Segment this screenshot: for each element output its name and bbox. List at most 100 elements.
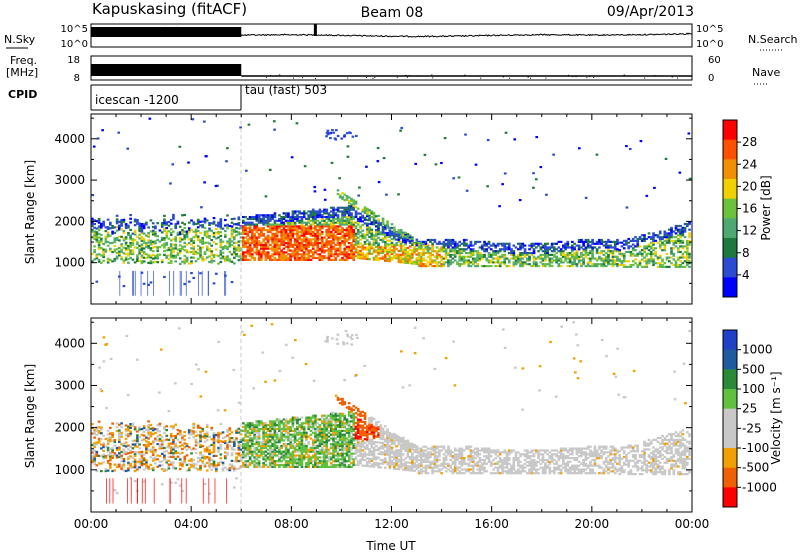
heatmap-cell [210,462,214,466]
heatmap-cell [127,467,130,470]
heatmap-cell [298,242,301,245]
heatmap-cell [145,242,148,245]
heatmap-cell [679,245,682,248]
heatmap-cell [300,225,304,228]
heatmap-cell [269,225,272,228]
heatmap-cell [656,258,660,261]
heatmap-cell [291,422,295,425]
heatmap-cell [368,222,371,225]
heatmap-cell [136,445,139,448]
heatmap-cell [311,247,315,250]
heatmap-cell [309,240,313,243]
heatmap-cell [129,236,132,239]
heatmap-cell [677,224,680,228]
heatmap-cell [278,251,281,254]
heatmap-cell [388,249,392,252]
heatmap-cell [260,230,263,234]
heatmap-cell [280,238,283,241]
heatmap-cell [305,245,308,248]
heatmap-cell [118,437,121,440]
heatmap-cell [169,248,173,251]
heatmap-cell [309,433,313,436]
heatmap-cell [307,465,311,468]
heatmap-cell [233,439,236,442]
heatmap-cell [494,265,498,268]
heatmap-cell [113,444,117,447]
heatmap-cell [519,265,522,268]
heatmap-cell [375,255,378,258]
heatmap-cell [582,259,585,262]
heatmap-cell [257,462,261,465]
heatmap-cell [302,238,306,241]
heatmap-cell [115,492,119,495]
heatmap-cell [115,220,119,223]
heatmap-cell [291,249,295,252]
heatmap-cell [183,254,187,257]
heatmap-cell [609,246,613,249]
heatmap-cell [343,199,347,202]
ground-scatter-streak [185,270,187,296]
heatmap-cell [93,223,96,226]
heatmap-cell [251,249,254,252]
heatmap-cell [600,242,603,245]
heatmap-cell [352,229,356,232]
heatmap-cell [363,248,367,251]
heatmap-cell [393,255,396,258]
heatmap-cell [287,426,290,429]
heatmap-cell [639,140,643,143]
heatmap-cell [465,244,468,247]
heatmap-cell [136,451,139,454]
heatmap-cell [661,241,664,244]
heatmap-cell [613,248,617,251]
heatmap-cell [142,444,146,447]
heatmap-cell [305,227,308,230]
heatmap-cell [302,236,306,239]
heatmap-cell [359,253,362,256]
heatmap-cell [113,463,117,466]
heatmap-cell [480,253,484,256]
heatmap-cell [266,465,270,468]
heatmap-cell [298,225,301,228]
heatmap-cell [370,212,374,215]
heatmap-cell [194,232,198,235]
heatmap-cell [318,242,322,245]
heatmap-cell [178,430,182,433]
heatmap-cell [336,255,340,258]
heatmap-cell [444,255,448,258]
heatmap-cell [282,456,286,459]
heatmap-cell [242,454,245,457]
heatmap-cell [212,259,216,262]
heatmap-cell [253,227,256,230]
heatmap-cell [129,251,132,254]
heatmap-cell [406,247,410,250]
heatmap-cell [422,252,425,255]
heatmap-cell [215,228,218,231]
heatmap-cell [530,246,534,249]
heatmap-cell [670,249,673,252]
heatmap-cell [210,252,214,255]
heatmap-cell [210,259,214,262]
heatmap-cell [127,435,130,438]
power-colorbar-label: Power [dB] [759,175,773,240]
heatmap-cell [142,256,146,259]
heatmap-cell [449,248,452,251]
heatmap-cell [244,431,247,434]
heatmap-cell [539,261,543,264]
heatmap-cell [172,467,175,470]
heatmap-cell [408,258,412,261]
heatmap-cell [424,248,428,251]
ground-scatter-streak [153,270,155,296]
heatmap-cell [163,275,166,279]
heatmap-cell [230,448,234,451]
noise-strip: 10^5 10^0 10^5 10^0 [61,23,723,50]
heatmap-cell [372,236,376,239]
heatmap-cell [307,424,311,427]
heatmap-cell [591,265,594,268]
heatmap-cell [251,444,254,448]
heatmap-cell [341,234,344,237]
heatmap-cell [352,253,356,256]
heatmap-cell [672,263,676,267]
heatmap-cell [408,262,412,265]
heatmap-cell [478,246,482,249]
heatmap-cell [372,234,376,237]
